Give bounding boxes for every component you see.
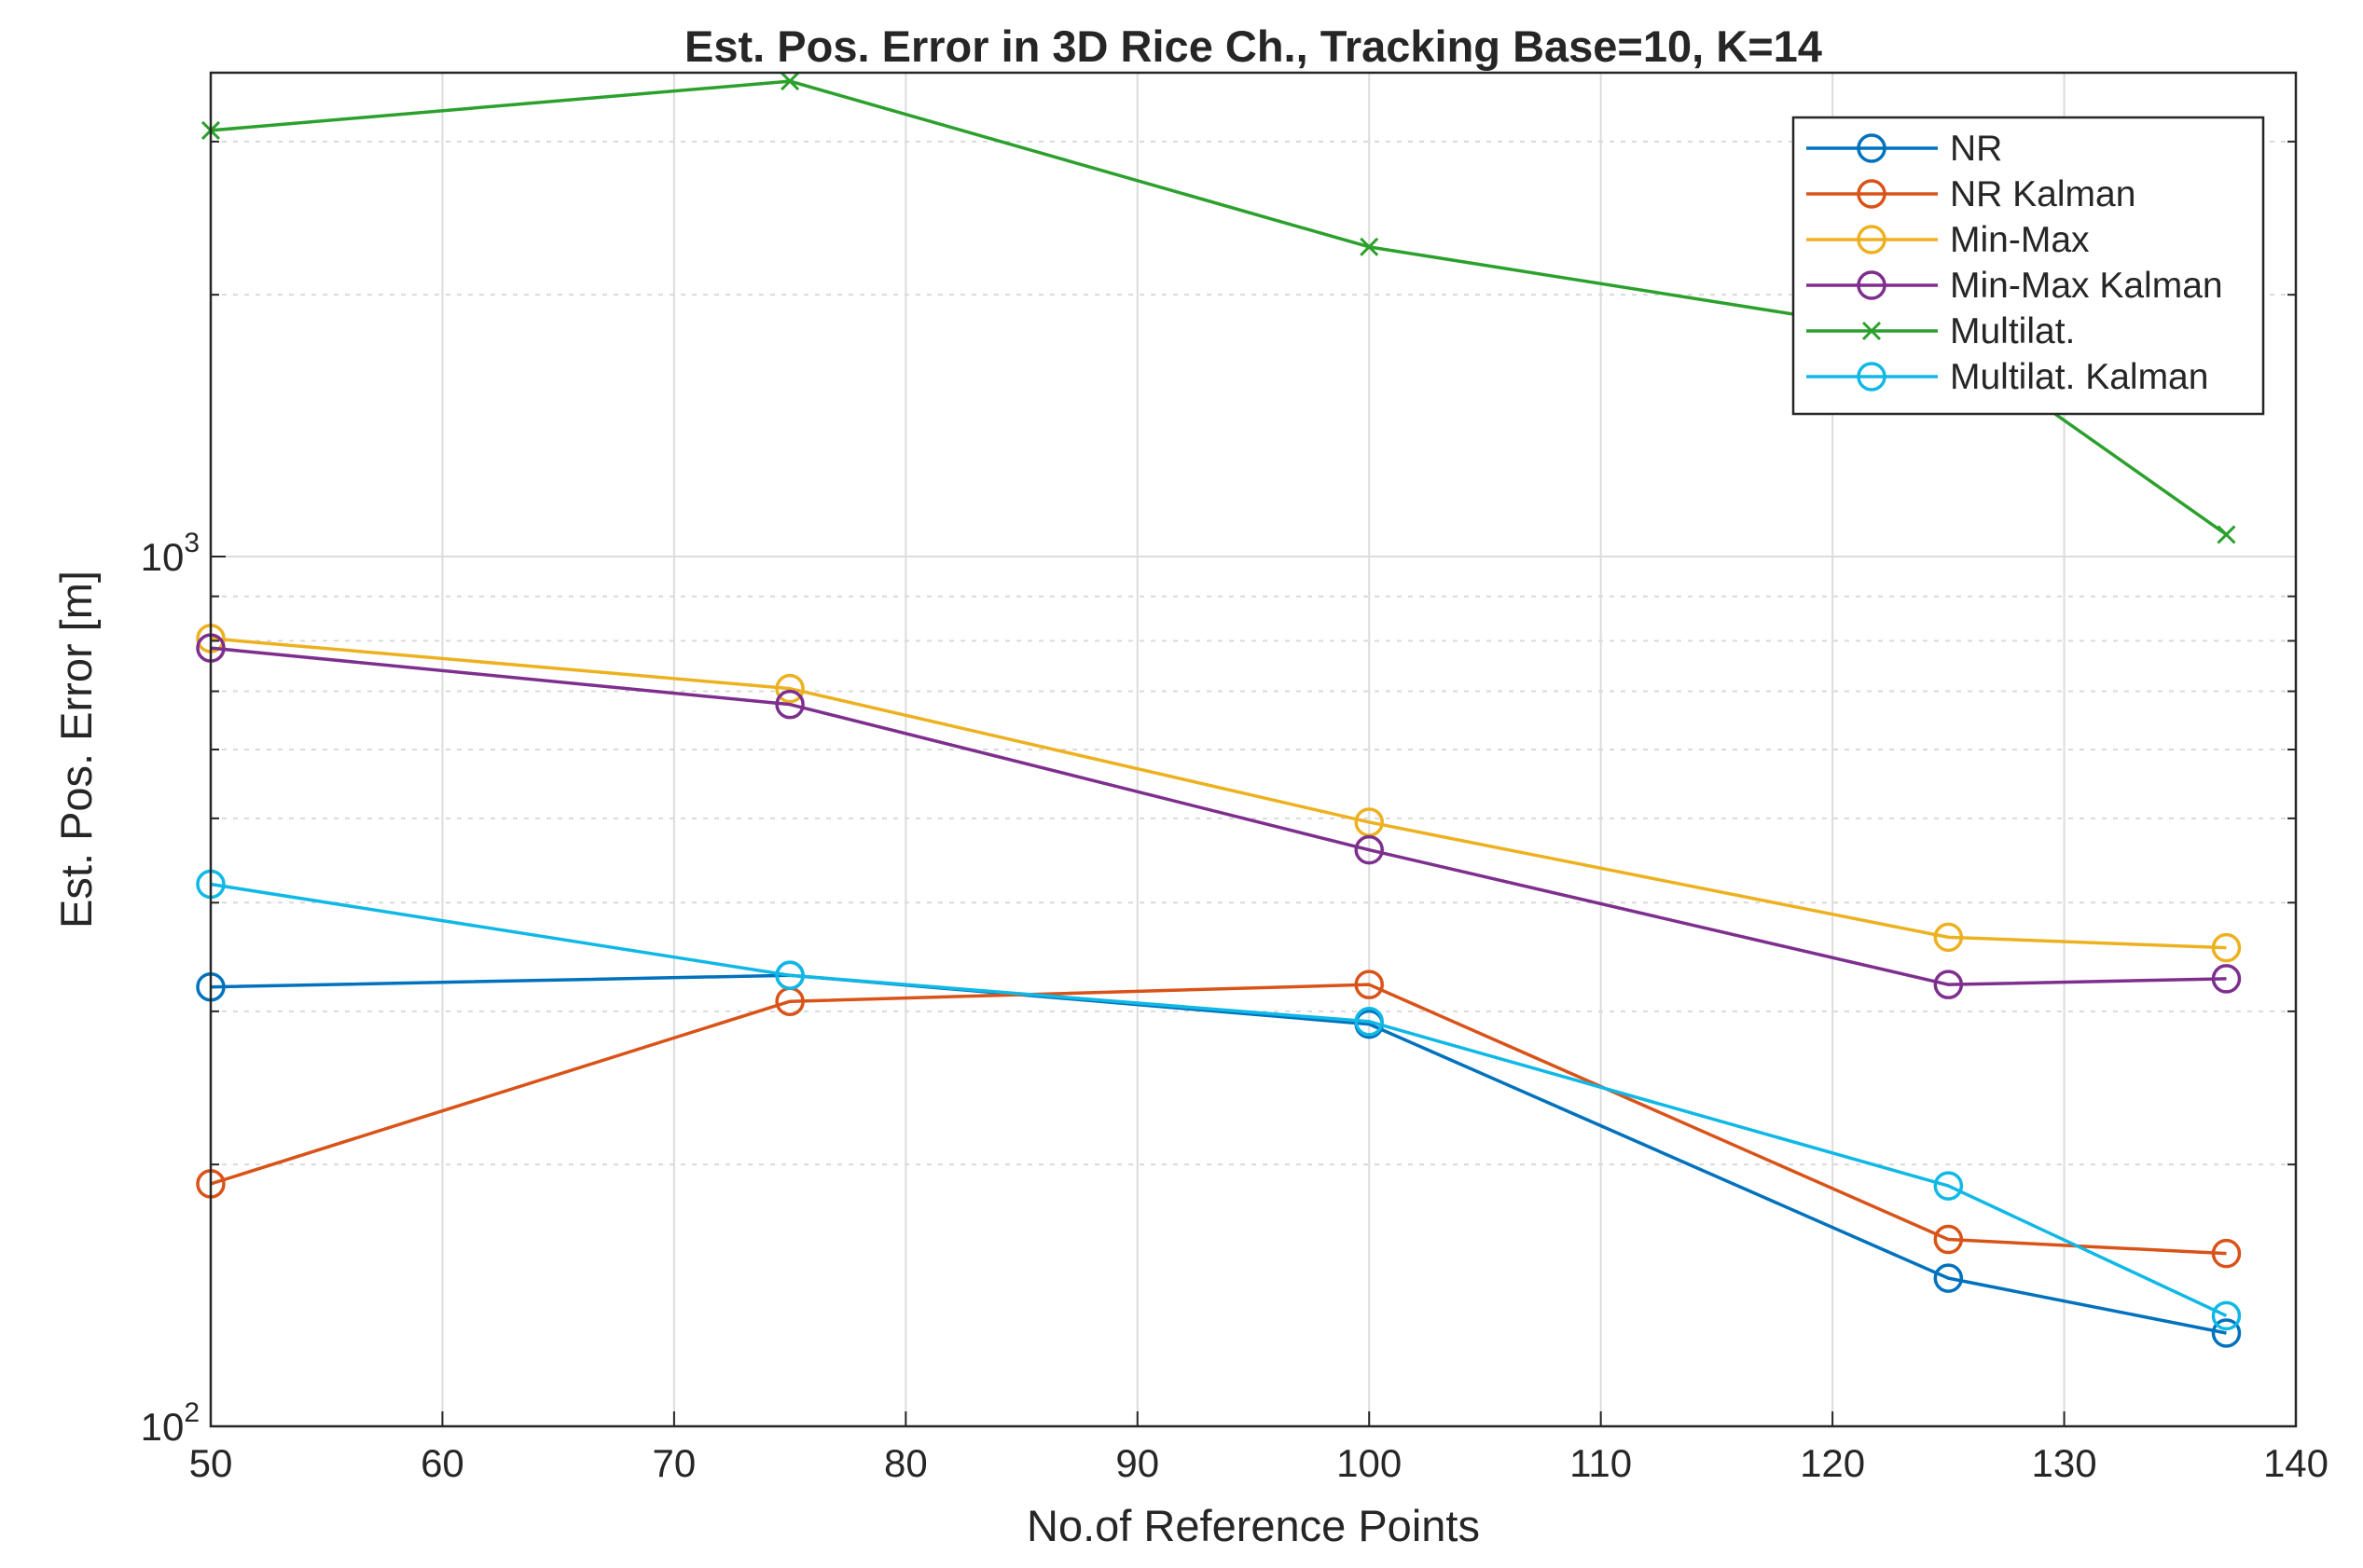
legend-item: NR bbox=[1806, 129, 2002, 169]
x-tick-label: 130 bbox=[2032, 1441, 2097, 1485]
data-point bbox=[1933, 1224, 1964, 1255]
data-point bbox=[2211, 1318, 2242, 1348]
x-tick-label: 120 bbox=[1800, 1441, 1865, 1485]
data-point bbox=[1933, 970, 1964, 999]
legend-label: NR Kalman bbox=[1950, 174, 2135, 214]
data-point bbox=[775, 960, 805, 990]
legend-label: Min-Max bbox=[1950, 220, 2090, 260]
data-point bbox=[1933, 1263, 1964, 1293]
ticks: 50 60 70 80 90 100 110 120 130 140 102 103 bbox=[141, 140, 2328, 1485]
series-line bbox=[210, 637, 2227, 950]
chart-title: Est. Pos. Error in 3D Rice Ch., Tracking… bbox=[684, 21, 1822, 71]
marker-stroke bbox=[1861, 321, 1882, 341]
series-1 bbox=[196, 970, 2242, 1269]
legend-marker bbox=[1857, 133, 1886, 163]
legend-marker bbox=[1861, 321, 1882, 341]
legend-label: Min-Max Kalman bbox=[1950, 266, 2223, 306]
data-point bbox=[775, 689, 805, 720]
legend: NR NR Kalman Min-Max Min-Max Kalman Multilat… bbox=[1791, 116, 2265, 416]
data-point bbox=[1354, 970, 1384, 999]
x-tick-label: 70 bbox=[653, 1441, 697, 1485]
x-tick-label: 110 bbox=[1569, 1441, 1632, 1485]
x-tick-label: 140 bbox=[2263, 1441, 2328, 1485]
legend-item: Min-Max bbox=[1806, 220, 2090, 260]
marker-stroke bbox=[781, 72, 800, 91]
series-line bbox=[210, 646, 2227, 986]
legend-item: Multilat. bbox=[1806, 311, 2075, 351]
data-point bbox=[1933, 922, 1964, 953]
legend-item: Min-Max Kalman bbox=[1806, 266, 2223, 306]
series-line bbox=[210, 882, 2228, 1317]
data-point bbox=[2211, 1238, 2242, 1269]
series-line bbox=[210, 983, 2227, 1256]
data-point bbox=[2211, 964, 2242, 994]
data-point bbox=[781, 72, 800, 91]
data-point bbox=[2211, 1300, 2242, 1331]
x-tick-label: 90 bbox=[1115, 1441, 1159, 1485]
marker-stroke bbox=[1360, 237, 1379, 256]
y-tick-label: 102 bbox=[141, 1397, 200, 1449]
legend-marker bbox=[1857, 270, 1886, 300]
y-tick-label: 103 bbox=[141, 528, 200, 579]
legend-label: Multilat. Kalman bbox=[1950, 357, 2208, 397]
data-point bbox=[775, 673, 805, 704]
legend-marker bbox=[1857, 362, 1886, 392]
legend-item: NR Kalman bbox=[1806, 174, 2135, 214]
x-axis-label: No.of Reference Points bbox=[1027, 1501, 1480, 1550]
data-point bbox=[2217, 525, 2236, 544]
legend-label: Multilat. bbox=[1950, 311, 2075, 351]
x-tick-label: 60 bbox=[421, 1441, 464, 1485]
data-point bbox=[1354, 834, 1384, 865]
marker-stroke bbox=[2217, 525, 2236, 544]
legend-marker bbox=[1857, 225, 1886, 254]
y-axis-label: Est. Pos. Error [m] bbox=[51, 571, 101, 928]
data-point bbox=[2211, 932, 2242, 963]
legend-marker bbox=[1857, 179, 1886, 209]
data-point bbox=[1354, 1007, 1384, 1037]
data-point bbox=[1360, 237, 1379, 256]
data-point bbox=[1933, 1171, 1964, 1201]
series-line bbox=[210, 973, 2227, 1335]
legend-label: NR bbox=[1950, 129, 2002, 169]
x-tick-label: 100 bbox=[1336, 1441, 1402, 1485]
legend-item: Multilat. Kalman bbox=[1806, 357, 2208, 397]
x-tick-label: 80 bbox=[884, 1441, 928, 1485]
x-tick-label: 50 bbox=[189, 1441, 233, 1485]
